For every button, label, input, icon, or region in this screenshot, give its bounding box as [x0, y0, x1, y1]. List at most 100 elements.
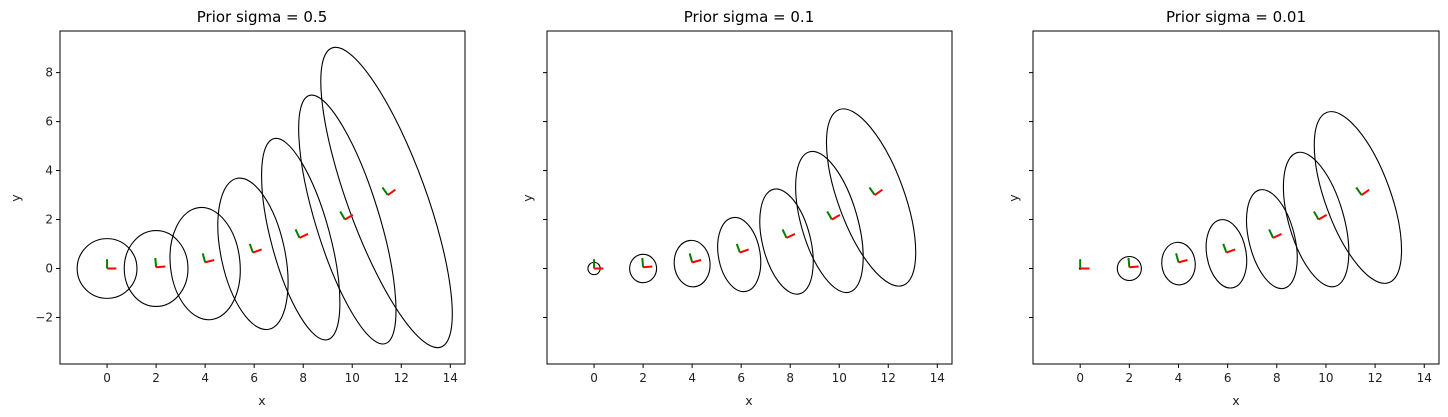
x-tick-label: 12 [881, 371, 896, 385]
covariance-ellipse [795, 150, 864, 294]
pose-x-axis [831, 214, 841, 221]
x-tick-label: 10 [832, 371, 847, 385]
x-tick-label: 2 [639, 371, 647, 385]
covariance-ellipse [1116, 255, 1142, 282]
y-tick-label: −2 [35, 310, 53, 324]
pose-y-axis [248, 243, 254, 253]
pose-marker [294, 229, 309, 239]
subplot-title: Prior sigma = 0.1 [684, 8, 815, 26]
pose-marker [868, 186, 883, 196]
pose-x-axis [874, 188, 883, 196]
covariance-ellipse [629, 253, 658, 284]
pose-x-axis [691, 259, 702, 264]
x-tick-label: 14 [930, 371, 945, 385]
pose-y-axis [735, 243, 741, 253]
x-tick-label: 8 [299, 371, 307, 385]
pose-marker [593, 259, 604, 270]
y-tick-label: 2 [45, 213, 53, 227]
pose-marker [1222, 243, 1236, 254]
pose-x-axis [204, 259, 215, 264]
x-tick-label: 0 [590, 371, 598, 385]
y-axis-label: y [1006, 194, 1021, 202]
subplot-title: Prior sigma = 0.5 [197, 8, 328, 26]
covariance-ellipse [1245, 189, 1298, 290]
covariance-ellipse [1161, 241, 1196, 286]
pose-marker [781, 229, 796, 239]
pose-marker [1313, 210, 1328, 221]
pose-marker [339, 210, 354, 221]
pose-x-axis [1226, 248, 1236, 254]
pose-marker [154, 257, 166, 269]
y-tick-label: 0 [45, 262, 53, 276]
x-tick-label: 2 [152, 371, 160, 385]
pose-x-axis [1178, 259, 1188, 264]
y-tick-label: 8 [45, 66, 53, 80]
subplot-prior-sigma-0.5: Prior sigma = 0.5 x y 0 2 4 6 8 10 12 14 −2 0 2 4 6 8 [8, 8, 466, 408]
covariance-ellipse [298, 94, 397, 345]
pose-marker [106, 259, 117, 270]
covariance-ellipse [759, 188, 814, 295]
pose-y-axis [154, 257, 158, 268]
subplot-title: Prior sigma = 0.01 [1166, 8, 1306, 26]
pose-marker [641, 257, 653, 269]
x-tick-label: 14 [1417, 371, 1432, 385]
pose-marker [248, 243, 263, 254]
pose-x-axis [1361, 188, 1370, 196]
x-tick-label: 0 [103, 371, 111, 385]
pose-x-axis [156, 265, 166, 269]
pose-x-axis [299, 233, 309, 239]
pose-y-axis [641, 257, 645, 268]
subplot-prior-sigma-0.01: Prior sigma = 0.01 x y 0 2 4 6 8 10 12 14 [1006, 8, 1440, 408]
x-tick-label: 6 [737, 371, 745, 385]
x-tick-label: 0 [1076, 371, 1084, 385]
x-tick-label: 4 [201, 371, 209, 385]
pose-y-axis [1313, 210, 1320, 221]
pose-y-axis [781, 229, 788, 239]
covariance-ellipse [123, 230, 189, 308]
pose-marker [1079, 259, 1090, 270]
pose-y-axis [1268, 229, 1275, 239]
pose-y-axis [381, 186, 389, 196]
covariance-ellipse [1313, 111, 1403, 284]
pose-marker [1127, 257, 1139, 269]
x-tick-label: 10 [1318, 371, 1333, 385]
pose-marker [1355, 186, 1370, 196]
pose-y-axis [201, 253, 207, 263]
pose-marker [735, 243, 750, 254]
covariance-ellipse [261, 137, 341, 341]
x-axis-label: x [258, 393, 265, 408]
pose-x-axis [786, 233, 796, 239]
pose-marker [826, 210, 841, 221]
pose-marker [201, 253, 215, 264]
pose-x-axis [1129, 265, 1139, 269]
pose-y-axis [1222, 243, 1228, 253]
covariance-ellipse [76, 238, 138, 299]
x-tick-label: 10 [345, 371, 360, 385]
axes-frame [59, 30, 466, 365]
x-tick-label: 8 [786, 371, 794, 385]
pose-marker [688, 253, 702, 264]
x-tick-label: 4 [688, 371, 696, 385]
x-tick-label: 8 [1273, 371, 1281, 385]
covariance-ellipse [169, 206, 241, 321]
x-tick-label: 6 [1224, 371, 1232, 385]
pose-y-axis [826, 210, 833, 221]
x-tick-label: 14 [443, 371, 458, 385]
pose-y-axis [688, 253, 694, 263]
pose-marker [1175, 253, 1188, 264]
pose-x-axis [739, 248, 750, 254]
plot-area [587, 108, 917, 295]
pose-marker [1268, 229, 1282, 239]
x-tick-label: 4 [1175, 371, 1183, 385]
pose-x-axis [252, 248, 263, 254]
x-tick-label: 6 [250, 371, 258, 385]
pose-y-axis [294, 229, 301, 239]
x-tick-label: 12 [1367, 371, 1382, 385]
pose-x-axis [1318, 214, 1328, 221]
pose-x-axis [643, 265, 653, 269]
y-axis-label: y [520, 194, 535, 202]
pose-x-axis [387, 188, 396, 196]
y-axis-label: y [8, 194, 23, 202]
covariance-ellipse [1282, 151, 1350, 288]
